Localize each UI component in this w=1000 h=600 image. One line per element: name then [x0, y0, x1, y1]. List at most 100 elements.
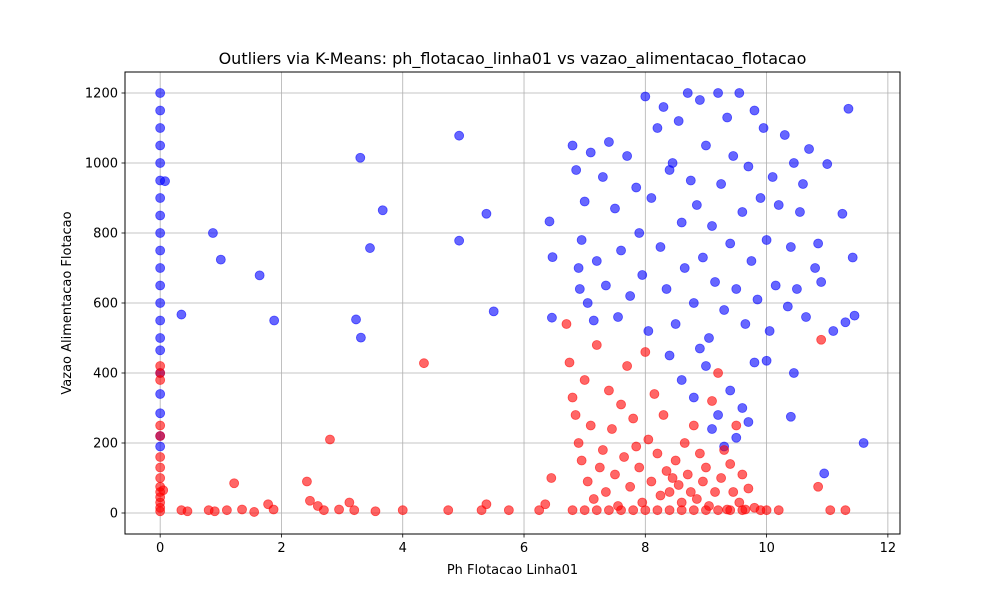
scatter-point-0-7	[155, 210, 166, 221]
scatter-point-0-43	[576, 235, 587, 245]
scatter-point-0-87	[725, 238, 736, 249]
scatter-point-1-112	[567, 505, 578, 516]
scatter-point-0-56	[625, 291, 636, 301]
scatter-point-0-80	[704, 333, 714, 343]
scatter-point-1-28	[318, 505, 329, 516]
x-tick-label-2: 4	[399, 541, 407, 556]
scatter-point-1-45	[567, 392, 578, 403]
scatter-point-0-31	[377, 205, 388, 216]
scatter-point-1-119	[652, 505, 663, 516]
scatter-point-0-57	[631, 182, 642, 193]
scatter-point-0-29	[355, 332, 366, 343]
y-tick-label-5: 1000	[85, 157, 118, 172]
scatter-point-1-87	[694, 448, 705, 459]
scatter-point-1-19	[221, 505, 232, 516]
scatter-point-0-10	[155, 263, 166, 273]
scatter-point-0-61	[643, 326, 654, 336]
scatter-point-0-32	[454, 130, 465, 141]
scatter-point-1-111	[840, 505, 851, 516]
scatter-point-1-121	[676, 505, 687, 516]
scatter-point-1-55	[597, 445, 608, 455]
scatter-point-0-1	[155, 105, 166, 116]
scatter-point-1-83	[682, 469, 693, 480]
scatter-point-0-122	[849, 310, 860, 321]
scatter-point-0-20	[155, 441, 166, 452]
scatter-point-1-67	[634, 462, 645, 473]
scatter-point-0-95	[749, 105, 760, 116]
scatter-point-1-36	[443, 505, 454, 516]
scatter-point-0-129	[688, 392, 699, 403]
scatter-point-1-38	[481, 499, 492, 510]
y-tick-label-1: 200	[93, 437, 118, 452]
scatter-point-1-77	[664, 487, 675, 497]
scatter-point-0-71	[676, 217, 687, 228]
scatter-point-1-93	[713, 368, 723, 378]
scatter-point-1-50	[582, 476, 593, 487]
scatter-point-0-50	[600, 280, 611, 291]
scatter-point-0-119	[840, 317, 851, 328]
scatter-point-0-25	[254, 270, 265, 281]
scatter-point-0-77	[694, 95, 705, 105]
scatter-point-0-79	[701, 140, 711, 151]
scatter-point-1-84	[685, 487, 696, 497]
scatter-point-0-113	[810, 263, 820, 273]
scatter-point-1-65	[628, 413, 639, 424]
scatter-point-0-130	[701, 361, 711, 371]
scatter-point-1-123	[701, 505, 711, 516]
scatter-point-0-63	[652, 123, 663, 133]
scatter-point-1-13	[155, 506, 166, 517]
scatter-point-0-48	[591, 256, 602, 266]
scatter-point-1-94	[716, 473, 727, 483]
scatter-point-0-4	[155, 158, 166, 168]
scatter-points	[155, 88, 869, 517]
scatter-point-0-28	[355, 152, 366, 163]
scatter-point-0-53	[613, 312, 623, 322]
scatter-point-0-22	[176, 309, 187, 320]
scatter-point-0-135	[707, 424, 717, 434]
scatter-point-0-69	[670, 319, 681, 329]
scatter-point-0-12	[155, 298, 166, 308]
scatter-point-1-22	[249, 507, 260, 517]
x-tick-label-6: 12	[880, 541, 897, 556]
scatter-point-1-106	[761, 505, 772, 516]
scatter-point-0-104	[779, 130, 790, 140]
scatter-point-1-53	[591, 340, 602, 350]
scatter-point-1-116	[616, 505, 626, 516]
scatter-point-0-49	[597, 172, 608, 182]
scatter-point-0-110	[798, 179, 808, 189]
x-tick-label-0: 0	[156, 541, 164, 556]
scatter-point-1-118	[640, 505, 651, 516]
scatter-point-0-45	[582, 298, 593, 308]
y-tick-label-0: 0	[110, 507, 118, 522]
scatter-point-0-97	[755, 193, 766, 203]
scatter-point-0-125	[785, 411, 796, 422]
axis-ticks: 0 2 4 6 8 10 12 0 200 400 600 800 1000 1200	[85, 87, 896, 557]
scatter-point-1-20	[229, 478, 240, 489]
scatter-point-1-25	[302, 476, 312, 487]
scatter-point-1-33	[370, 506, 381, 517]
scatter-point-0-37	[547, 312, 557, 323]
scatter-point-1-48	[576, 455, 587, 466]
scatter-point-0-89	[731, 284, 742, 294]
scatter-point-1-99	[731, 420, 742, 431]
scatter-point-1-74	[655, 490, 666, 501]
scatter-point-1-103	[743, 483, 754, 494]
scatter-point-1-61	[616, 399, 626, 410]
scatter-point-0-39	[567, 140, 578, 151]
scatter-point-1-122	[688, 505, 699, 516]
scatter-point-0-58	[634, 228, 645, 238]
scatter-point-0-74	[685, 175, 696, 186]
scatter-point-1-64	[625, 481, 636, 492]
scatter-point-0-107	[788, 158, 799, 168]
scatter-point-1-7	[155, 473, 166, 483]
scatter-point-0-91	[737, 207, 748, 217]
scatter-point-0-0	[155, 88, 166, 98]
scatter-point-1-58	[607, 424, 617, 434]
scatter-point-0-118	[837, 208, 848, 219]
scatter-point-0-72	[679, 263, 690, 273]
scatter-point-0-90	[734, 88, 745, 98]
scatter-point-0-126	[788, 368, 799, 378]
scatter-point-0-46	[585, 147, 596, 158]
